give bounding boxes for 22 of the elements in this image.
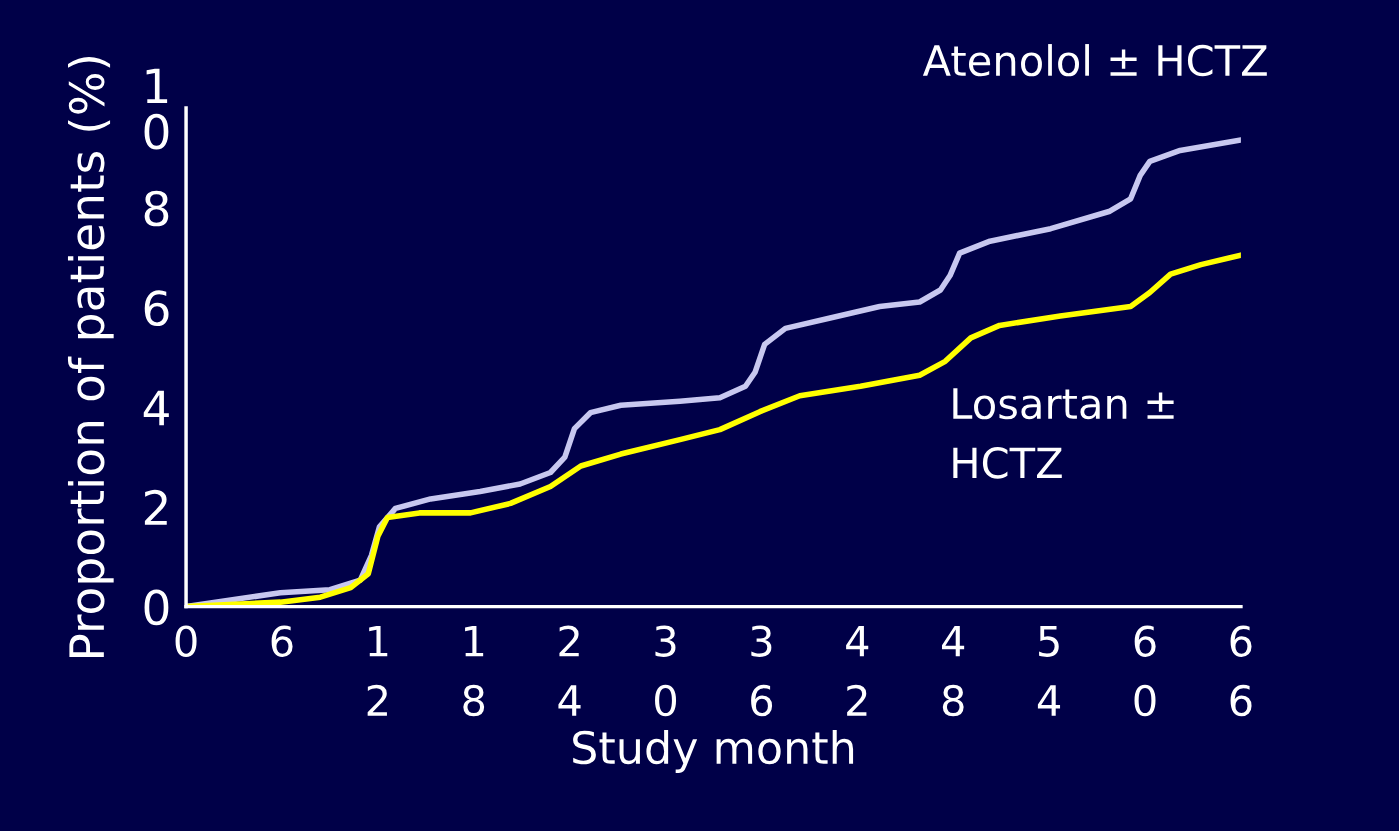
x-tick-label: 3 0: [655, 625, 677, 717]
x-tick-label: 0: [175, 625, 197, 657]
x-tick-label: 4 8: [942, 625, 965, 717]
x-tick-label: 6 0: [1134, 625, 1156, 717]
x-tick-label: 2 4: [558, 625, 581, 716]
y-axis-title: Proportion of patients (%): [67, 57, 114, 657]
x-axis-title: Study month: [573, 729, 854, 773]
x-tick-label: 4 2: [846, 625, 869, 716]
y-tick-label: 8: [144, 190, 169, 227]
y-tick-label: 2: [144, 489, 167, 525]
x-tick-label: 6 6: [1230, 625, 1252, 717]
series-label: Atenolol ± HCTZ: [922, 44, 1267, 77]
series-label: Losartan ± HCTZ: [953, 388, 1174, 479]
y-tick-label: 0: [144, 589, 169, 626]
x-tick-label: 1 8: [463, 625, 485, 717]
x-tick-label: 3 6: [751, 625, 773, 717]
y-tick-label: 1 0: [144, 68, 169, 150]
x-tick-label: 5 4: [1037, 625, 1061, 716]
x-tick-label: 1 2: [367, 625, 388, 716]
y-tick-label: 4: [143, 390, 169, 426]
y-tick-label: 6: [144, 290, 169, 327]
x-tick-label: 6: [271, 625, 293, 657]
